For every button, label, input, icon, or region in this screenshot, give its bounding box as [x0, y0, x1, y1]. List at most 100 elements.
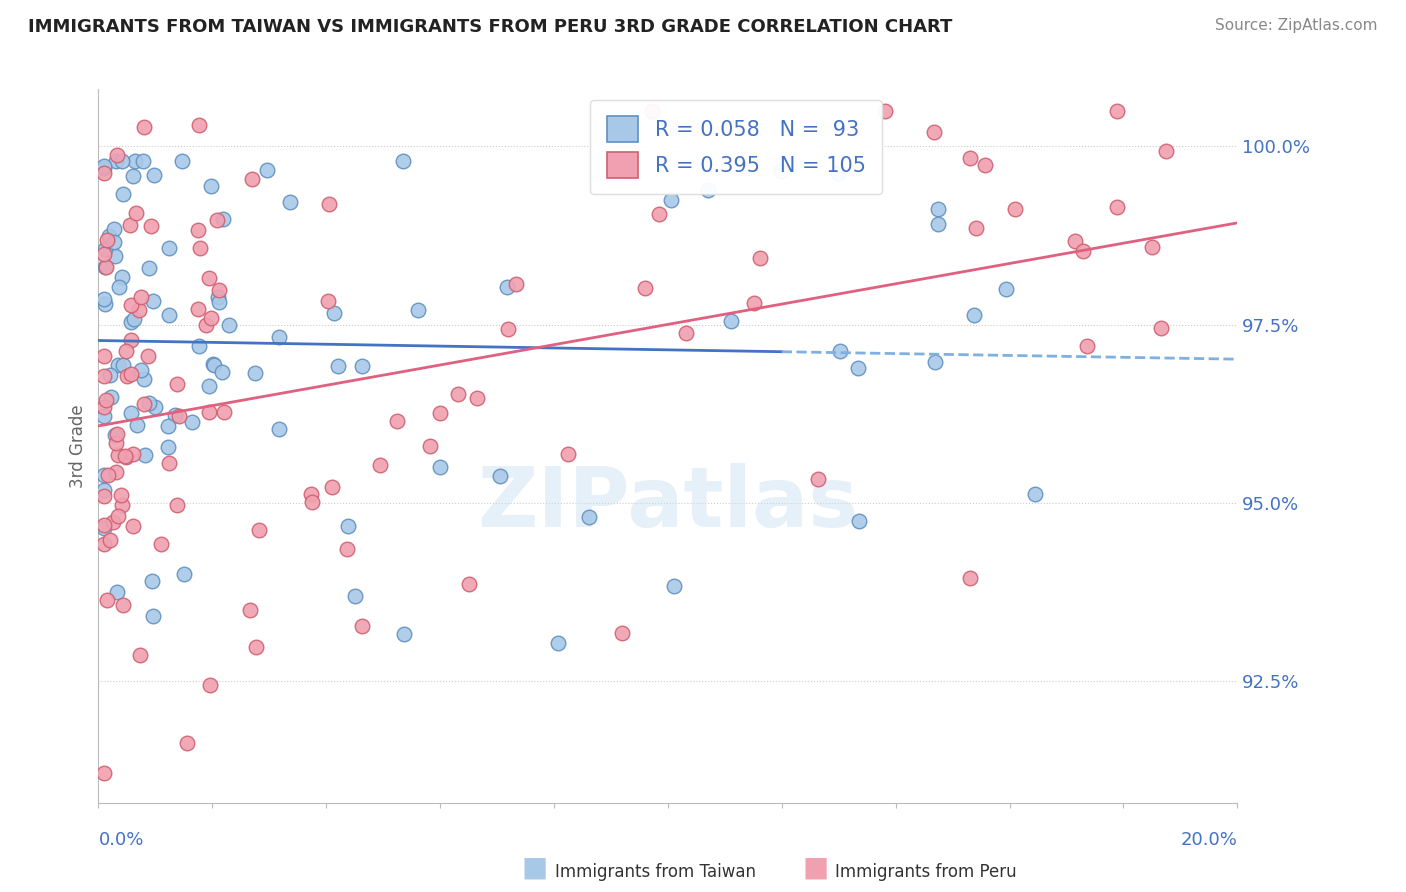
- Point: [104, 435, 127, 450]
- Point: [419, 439, 441, 453]
- Point: [120, 406, 142, 420]
- Point: [107, 427, 129, 442]
- Point: [105, 585, 128, 599]
- Point: [93, 489, 115, 503]
- Point: [924, 355, 946, 369]
- Point: [200, 310, 222, 325]
- Legend: R = 0.058   N =  93, R = 0.395   N = 105: R = 0.058 N = 93, R = 0.395 N = 105: [591, 100, 883, 194]
- Point: [100, 391, 122, 405]
- Point: [959, 571, 981, 585]
- Text: 0.0%: 0.0%: [98, 831, 143, 849]
- Point: [202, 357, 225, 371]
- Point: [112, 358, 135, 372]
- Point: [243, 366, 266, 380]
- Point: [166, 376, 188, 391]
- Point: [173, 567, 195, 582]
- Point: [136, 349, 159, 363]
- Point: [1142, 240, 1164, 254]
- Point: [187, 339, 209, 353]
- Point: [176, 736, 198, 750]
- Point: [406, 303, 429, 318]
- Point: [120, 218, 142, 232]
- Point: [97, 468, 120, 483]
- Point: [267, 422, 290, 436]
- Point: [323, 306, 346, 320]
- Point: [93, 400, 115, 414]
- Point: [107, 358, 129, 372]
- Point: [187, 223, 209, 237]
- Point: [207, 290, 229, 304]
- Text: Source: ZipAtlas.com: Source: ZipAtlas.com: [1215, 18, 1378, 33]
- Point: [200, 179, 222, 194]
- Point: [163, 409, 186, 423]
- Point: [120, 298, 142, 312]
- Point: [93, 520, 115, 534]
- Point: [187, 301, 209, 316]
- Point: [93, 483, 115, 497]
- Point: [239, 603, 262, 617]
- Point: [93, 160, 115, 174]
- Point: [93, 766, 115, 780]
- Point: [827, 166, 849, 180]
- Point: [256, 163, 278, 178]
- Point: [103, 222, 125, 236]
- Point: [505, 277, 527, 291]
- Point: [336, 518, 359, 533]
- Point: [114, 344, 136, 359]
- Point: [205, 213, 228, 227]
- Point: [96, 234, 118, 248]
- Point: [157, 241, 180, 255]
- Point: [578, 510, 600, 524]
- Point: [394, 627, 416, 641]
- Point: [139, 219, 162, 233]
- Point: [748, 251, 770, 265]
- Text: ■: ■: [522, 854, 547, 881]
- Point: [240, 172, 263, 186]
- Point: [211, 211, 233, 226]
- Point: [326, 359, 349, 374]
- Point: [269, 330, 291, 344]
- Point: [208, 283, 231, 297]
- Point: [94, 297, 117, 311]
- Point: [124, 312, 146, 326]
- Point: [132, 397, 155, 411]
- Point: [111, 270, 134, 285]
- Point: [138, 396, 160, 410]
- Point: [124, 205, 146, 219]
- Point: [610, 626, 633, 640]
- Point: [103, 235, 125, 249]
- Point: [1071, 244, 1094, 259]
- Point: [93, 349, 115, 363]
- Point: [194, 318, 217, 333]
- Point: [105, 147, 128, 161]
- Point: [1105, 103, 1128, 118]
- Point: [111, 598, 134, 612]
- Point: [157, 418, 180, 433]
- Point: [211, 365, 233, 379]
- Point: [846, 361, 869, 376]
- Point: [218, 318, 240, 332]
- Point: [927, 217, 949, 231]
- Point: [108, 280, 131, 294]
- Point: [169, 409, 191, 424]
- Y-axis label: 3rd Grade: 3rd Grade: [69, 404, 87, 488]
- Point: [96, 393, 118, 408]
- Point: [659, 193, 682, 207]
- Point: [93, 468, 115, 483]
- Point: [134, 120, 156, 134]
- Point: [93, 518, 115, 533]
- Point: [922, 125, 945, 139]
- Point: [131, 153, 153, 168]
- Point: [198, 405, 221, 419]
- Point: [769, 164, 792, 178]
- Point: [662, 579, 685, 593]
- Point: [111, 187, 134, 202]
- Point: [875, 103, 897, 118]
- Point: [742, 296, 765, 310]
- Point: [212, 405, 235, 419]
- Point: [134, 372, 156, 386]
- Point: [301, 495, 323, 509]
- Point: [197, 379, 219, 393]
- Point: [110, 488, 132, 502]
- Point: [104, 153, 127, 168]
